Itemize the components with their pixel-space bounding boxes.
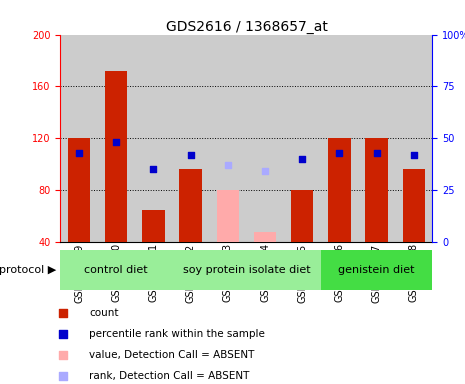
Text: soy protein isolate diet: soy protein isolate diet (183, 265, 310, 275)
Text: control diet: control diet (85, 265, 148, 275)
Point (113, 139, 120, 146)
Point (75, 150, 83, 156)
Text: value, Detection Call = ABSENT: value, Detection Call = ABSENT (89, 350, 255, 360)
Bar (365, 138, 388, 242)
Bar (284, 35, 321, 242)
Point (224, 162, 232, 168)
Bar (60, 250, 172, 290)
Point (336, 150, 343, 156)
Point (299, 156, 306, 162)
Bar (395, 35, 432, 242)
Point (150, 166, 157, 172)
Bar (328, 138, 351, 242)
Bar (142, 210, 165, 242)
Bar (321, 35, 358, 242)
Bar (98, 35, 135, 242)
Bar (291, 190, 313, 242)
Point (59, 373, 66, 379)
Bar (172, 250, 321, 290)
Bar (105, 71, 127, 242)
Bar (179, 169, 202, 242)
Point (261, 168, 269, 174)
Bar (254, 232, 276, 242)
Title: GDS2616 / 1368657_at: GDS2616 / 1368657_at (166, 20, 327, 33)
Text: count: count (89, 308, 119, 318)
Point (59, 310, 66, 316)
Point (410, 152, 418, 158)
Point (59, 331, 66, 337)
Bar (358, 35, 395, 242)
Bar (68, 138, 90, 242)
Point (59, 352, 66, 358)
Bar (172, 35, 209, 242)
Text: rank, Detection Call = ABSENT: rank, Detection Call = ABSENT (89, 371, 250, 381)
Point (373, 150, 380, 156)
Bar (246, 35, 284, 242)
Text: genistein diet: genistein diet (339, 265, 415, 275)
Bar (209, 35, 246, 242)
Bar (321, 250, 432, 290)
Point (187, 152, 194, 158)
Bar (135, 35, 172, 242)
Bar (217, 190, 239, 242)
Bar (60, 35, 98, 242)
Text: protocol ▶: protocol ▶ (0, 265, 56, 275)
Bar (403, 169, 425, 242)
Text: percentile rank within the sample: percentile rank within the sample (89, 329, 265, 339)
